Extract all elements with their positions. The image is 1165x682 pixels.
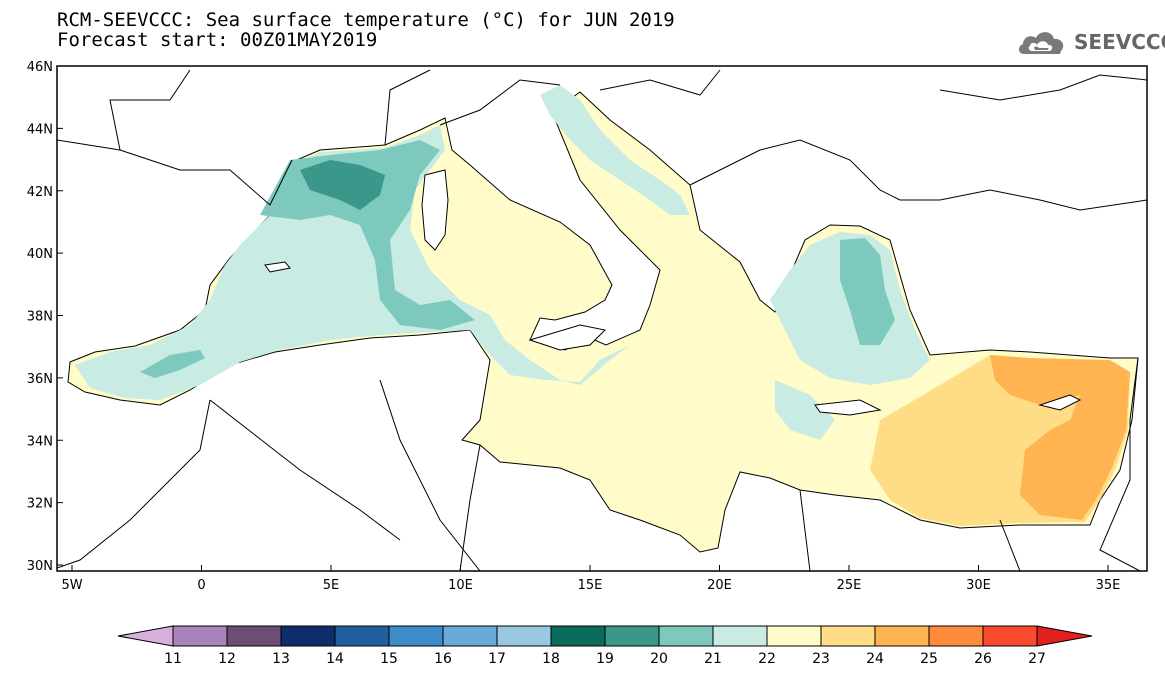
colorbar-segment <box>874 625 930 647</box>
border-balkans-south <box>689 139 901 201</box>
latitude-axis: 46N 44N 42N 40N 38N 36N 34N 32N 30N <box>27 60 63 574</box>
border-tunisia-libya <box>459 444 481 571</box>
lon-tick-label: 30E <box>966 578 991 593</box>
colorbar-tick-label: 14 <box>326 651 344 667</box>
colorbar-tick-label: 11 <box>164 651 182 667</box>
colorbar-tick-label: 26 <box>974 651 992 667</box>
sea-cool-21-adriatic <box>540 85 690 215</box>
lat-tick-label: 34N <box>27 434 53 449</box>
logo-text: SEEVCCC <box>1074 30 1165 54</box>
colorbar-tick-label: 23 <box>812 651 830 667</box>
border-balkans-north <box>599 69 721 96</box>
islands <box>264 169 1082 416</box>
colorbar-segment <box>226 625 282 647</box>
sea-cool-20-alboran <box>140 350 205 378</box>
lon-tick-label: 5E <box>323 578 340 593</box>
colorbar-tick-label: 17 <box>488 651 506 667</box>
cloud-icon <box>1018 32 1064 54</box>
colorbar-segment <box>496 625 552 647</box>
island-sicily <box>528 324 607 351</box>
border-libya-egypt <box>799 489 811 571</box>
colorbar-segment <box>928 625 984 647</box>
colorbar-segment <box>172 625 228 647</box>
lon-tick-label: 25E <box>837 578 862 593</box>
lat-tick-label: 44N <box>27 122 53 137</box>
colorbar-segment <box>388 625 444 647</box>
border-black-sea <box>939 74 1147 101</box>
colorbar-tick-label: 21 <box>704 651 722 667</box>
sea-temperature-field <box>67 85 1139 553</box>
border-levant <box>1099 357 1141 571</box>
sea-warm-25 <box>990 355 1130 520</box>
colorbar-tick-label: 19 <box>596 651 614 667</box>
island-cyprus <box>1038 394 1082 411</box>
lon-tick-label: 5W <box>61 578 82 593</box>
lat-tick-label: 36N <box>27 372 53 387</box>
border-alps <box>384 69 431 146</box>
colorbar-high-extension <box>1036 625 1093 647</box>
colorbar-segment <box>280 625 336 647</box>
map-panel: 46N 44N 42N 40N 38N 36N 34N 32N 30N 5W 0 5E 10E 15E 2… <box>27 60 1148 593</box>
colorbar-segment <box>604 625 660 647</box>
sea-cool-20-aegean <box>840 238 895 345</box>
colorbar-segment <box>658 625 714 647</box>
lon-tick-label: 10E <box>448 578 473 593</box>
colorbar-segment <box>982 625 1038 647</box>
colorbar-tick-label: 16 <box>434 651 452 667</box>
island-balearic <box>264 261 291 273</box>
longitude-axis: 5W 0 5E 10E 15E 20E 25E 30E 35E <box>61 565 1120 593</box>
sea-cool-21-west <box>75 125 630 400</box>
lat-tick-label: 38N <box>27 310 53 325</box>
map-frame <box>56 65 1148 572</box>
lon-tick-label: 15E <box>578 578 603 593</box>
colorbar-segment <box>766 625 822 647</box>
colorbar-segment <box>334 625 390 647</box>
colorbar-tick-label: 24 <box>866 651 884 667</box>
lon-tick-label: 20E <box>707 578 732 593</box>
title-line-1: RCM-SEEVCCC: Sea surface temperature (°C… <box>57 9 675 31</box>
island-crete <box>814 399 882 416</box>
colorbar-tick-label: 27 <box>1028 651 1046 667</box>
map-title: RCM-SEEVCCC: Sea surface temperature (°C… <box>57 10 675 50</box>
island-corsica-sardinia <box>421 169 449 251</box>
lat-tick-label: 30N <box>27 559 53 574</box>
colorbar-tick-label: 13 <box>272 651 290 667</box>
colorbar-tick-label: 18 <box>542 651 560 667</box>
colorbar-tick-label: 25 <box>920 651 938 667</box>
border-morocco <box>57 399 211 569</box>
title-line-2: Forecast start: 00Z01MAY2019 <box>57 29 378 51</box>
colorbar-tick-label: 22 <box>758 651 776 667</box>
border-egypt-east <box>999 519 1021 571</box>
colorbar-tick-label: 12 <box>218 651 236 667</box>
colorbar-tick-label: 15 <box>380 651 398 667</box>
border-north-italy <box>439 79 561 126</box>
border-iberia-france <box>57 139 293 206</box>
country-borders <box>57 69 1147 571</box>
colorbar-segment <box>712 625 768 647</box>
border-france <box>109 69 191 151</box>
lon-tick-label: 0 <box>197 578 205 593</box>
lon-tick-label: 35E <box>1096 578 1121 593</box>
sea-cool-21-ionian <box>775 380 835 440</box>
colorbar-low-extension <box>117 625 174 647</box>
lat-tick-label: 40N <box>27 247 53 262</box>
border-turkey-north <box>900 189 1147 211</box>
border-algeria-libya <box>379 379 481 571</box>
lat-tick-label: 42N <box>27 185 53 200</box>
colorbar-segment <box>442 625 498 647</box>
colorbar-tick-label: 20 <box>650 651 668 667</box>
sea-cool-19 <box>300 160 385 210</box>
colorbar-segment <box>820 625 876 647</box>
temperature-colorbar: 11 12 13 14 15 16 17 18 19 20 21 22 23 24 25 26 27 <box>117 625 1093 667</box>
border-algeria-morocco <box>209 399 401 541</box>
colorbar-segment <box>550 625 606 647</box>
lat-tick-label: 46N <box>27 60 53 75</box>
seevccc-logo: SEEVCCC <box>1016 24 1165 60</box>
lat-tick-label: 32N <box>27 497 53 512</box>
